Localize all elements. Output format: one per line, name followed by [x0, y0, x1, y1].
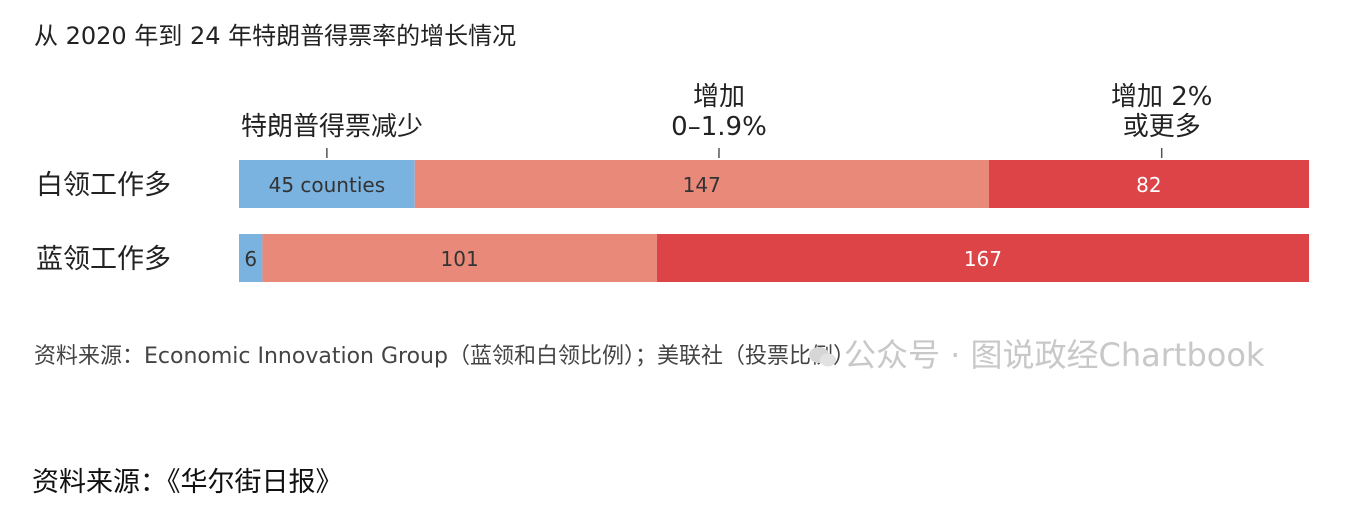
- bar-segment: [239, 160, 415, 208]
- chart-title: 从 2020 年到 24 年特朗普得票率的增长情况: [34, 22, 516, 50]
- bar-segment: [239, 234, 263, 282]
- bar-value-label: 45 counties: [269, 173, 386, 197]
- bar-segment: [988, 160, 1309, 208]
- watermark-text: 公众号 · 图说政经Chartbook: [844, 336, 1265, 374]
- legend-label: 或更多: [1123, 112, 1201, 142]
- bar-value-label: 101: [441, 247, 479, 271]
- bar-value-label: 167: [964, 247, 1002, 271]
- category-label: 蓝领工作多: [36, 244, 171, 275]
- bar-value-label: 6: [244, 247, 257, 271]
- page-source: 资料来源：《华尔街日报》: [32, 467, 343, 498]
- legend-label: 特朗普得票减少: [241, 112, 423, 142]
- category-label: 白领工作多: [36, 170, 171, 201]
- watermark: 公众号 · 图说政经Chartbook: [808, 330, 1264, 376]
- bar-value-label: 82: [1136, 173, 1161, 197]
- bar-segment: [414, 160, 989, 208]
- legend-label: 增加 2%: [1111, 82, 1213, 112]
- legend-label: 增加: [693, 82, 745, 112]
- legend-label: 0–1.9%: [671, 112, 767, 142]
- bar-value-label: 147: [683, 173, 721, 197]
- bar-segment: [262, 234, 657, 282]
- wechat-icon: [808, 339, 838, 367]
- bar-segment: [656, 234, 1309, 282]
- source-note: 资料来源：Economic Innovation Group（蓝领和白领比例）；…: [34, 344, 855, 369]
